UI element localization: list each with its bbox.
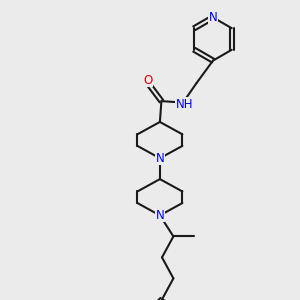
Text: NH: NH (176, 98, 193, 111)
Text: N: N (155, 209, 164, 222)
Text: N: N (155, 152, 164, 165)
Text: N: N (208, 11, 217, 24)
Text: O: O (143, 74, 152, 87)
